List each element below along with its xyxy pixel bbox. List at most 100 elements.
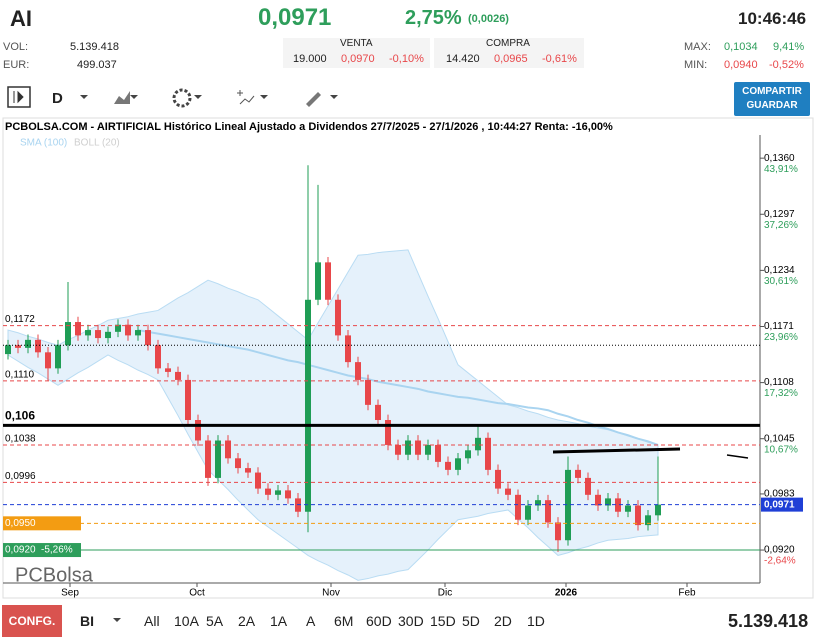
candle-body (465, 450, 471, 459)
legend-sma: SMA (100) (20, 138, 67, 149)
interval[interactable]: D (52, 90, 63, 107)
candle-body (275, 490, 281, 495)
candle-body (15, 345, 21, 348)
candle-body (245, 468, 251, 473)
symbol: AI (10, 6, 32, 31)
candle-body (415, 440, 421, 455)
y-tick-label: 0,0920 (764, 545, 795, 556)
period[interactable]: 1D (527, 613, 545, 629)
label: MAX: (684, 41, 711, 53)
chart-title: PCBOLSA.COM - AIRTIFICIAL Histórico Line… (5, 121, 613, 133)
y-tick-change: 43,91% (764, 164, 798, 175)
plot (5, 165, 661, 581)
candle-body (185, 379, 191, 421)
period[interactable]: 2A (238, 613, 256, 629)
level-label: 0,1110 (5, 369, 35, 380)
y-tick-label: 0,1171 (764, 321, 794, 332)
candle-body (525, 505, 531, 520)
value: 14.420 (446, 53, 480, 65)
y-tick-change: 10,67% (764, 444, 798, 455)
y-tick-label: 0,1045 (764, 433, 795, 444)
candle-body (135, 330, 141, 336)
candle-body (215, 440, 221, 478)
period[interactable]: 6M (334, 613, 354, 629)
candle-body (375, 404, 381, 421)
draw[interactable] (306, 92, 321, 107)
level-box (3, 543, 81, 558)
dropdown[interactable] (112, 616, 122, 624)
candle-body (25, 339, 31, 348)
candle-body (255, 472, 261, 489)
chart-type[interactable] (114, 91, 130, 104)
label: MIN: (684, 59, 708, 71)
candle-body (305, 299, 311, 512)
level-sublabel: -5,26% (41, 545, 73, 556)
period[interactable]: A (306, 613, 316, 629)
candle-body (285, 490, 291, 499)
x-tick-label: Feb (678, 588, 696, 599)
candle-body (205, 440, 211, 478)
period[interactable]: 15D (430, 613, 456, 629)
period[interactable]: 10A (174, 613, 199, 629)
candle-body (115, 324, 121, 332)
last-price-label: 0,0971 (764, 499, 795, 510)
y-tick-label: 0,1297 (764, 209, 795, 220)
chart-frame (2, 117, 814, 599)
candle-body (155, 345, 161, 369)
config-button[interactable]: CONFG. (2, 605, 62, 637)
candle-body (385, 420, 391, 445)
indicators[interactable] (237, 90, 255, 105)
value: -0,52% (769, 59, 804, 71)
candle-body (335, 299, 341, 336)
candle-body (105, 331, 111, 339)
value: 0,0940 (724, 59, 758, 71)
candle-body (595, 494, 601, 506)
value: 0,0970 (341, 53, 375, 65)
period[interactable]: 2D (494, 613, 512, 629)
legend-boll: BOLL (20) (74, 138, 120, 149)
level-label: 0,106 (5, 409, 35, 423)
candle-body (225, 440, 231, 459)
value: 0,0965 (494, 53, 528, 65)
label: EUR: (3, 59, 30, 71)
period[interactable]: All (144, 613, 160, 629)
level-label: 0,0996 (5, 471, 36, 482)
y-tick-label: 0,1108 (764, 377, 794, 388)
y-tick-label: 0,0983 (764, 489, 795, 500)
toolbar-icons (7, 86, 338, 108)
candle-body (655, 504, 661, 516)
period[interactable]: 5D (462, 613, 480, 629)
period[interactable]: 1A (270, 613, 288, 629)
settings[interactable] (172, 88, 192, 108)
label: VENTA (340, 38, 373, 49)
candle-body (5, 345, 11, 355)
y-tick-label: 0,1360 (764, 153, 795, 164)
y-tick-change: 17,32% (764, 388, 798, 399)
watermark: PCBolsa (15, 564, 94, 586)
mode[interactable]: BI (80, 613, 94, 629)
period[interactable]: 30D (398, 613, 424, 629)
panel-icon[interactable] (7, 86, 31, 108)
share-button[interactable]: COMPARTIR GUARDAR (734, 82, 810, 116)
period[interactable]: 60D (366, 613, 392, 629)
level-box (3, 516, 81, 531)
y-tick-change: 37,26% (764, 220, 798, 231)
candle-body (45, 352, 51, 369)
value: 5.139.418 (70, 41, 119, 53)
venta-box (283, 38, 430, 68)
label: COMPRA (486, 38, 530, 49)
candle-body (625, 505, 631, 512)
value: 499.037 (77, 59, 117, 71)
candle-body (125, 324, 131, 336)
period[interactable]: 5A (206, 613, 224, 629)
candle-body (575, 469, 581, 478)
level-label: 0,0920 (5, 545, 36, 556)
label: COMPARTIR (742, 86, 802, 97)
price: 0,0971 (258, 4, 332, 31)
last-price-box (761, 497, 803, 512)
candle-body (405, 440, 411, 455)
x-tick-label: Oct (189, 588, 205, 599)
value: -0,61% (542, 53, 577, 65)
candle-body (565, 469, 571, 541)
